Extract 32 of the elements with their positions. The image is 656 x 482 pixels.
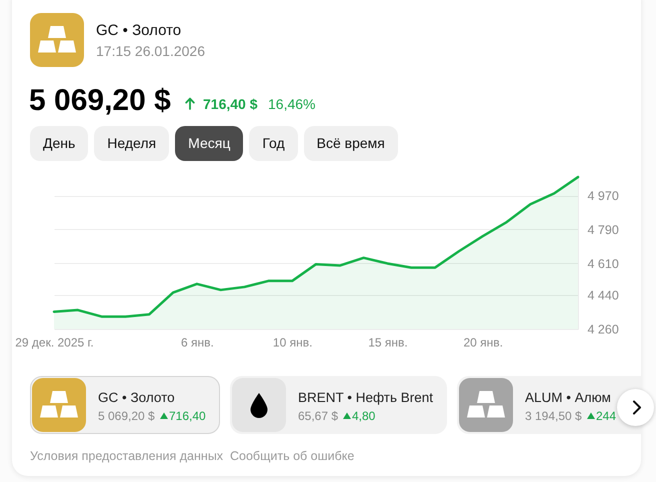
y-tick-label: 4 610 [588, 256, 619, 271]
text: 65,67 $ [298, 409, 338, 424]
period-button[interactable]: Всё время [304, 126, 398, 161]
x-tick-label: 10 янв. [272, 336, 312, 350]
period-button[interactable]: День [30, 126, 88, 161]
text: 3 194,50 $ [525, 409, 582, 424]
x-tick-label: 29 дек. 2025 г. [15, 336, 94, 350]
chart-title: GC • Золото [96, 22, 182, 40]
y-tick-label: 4 790 [588, 222, 619, 237]
text: ALUM • Алюм [525, 390, 611, 406]
text: 716,40 [169, 409, 206, 424]
period-button[interactable]: Месяц [175, 126, 244, 161]
x-tick-label: 15 янв. [368, 336, 408, 350]
chart-subtitle: 17:15 26.01.2026 [96, 42, 205, 60]
next-button[interactable] [617, 389, 654, 426]
text: Сообщить об ошибке [230, 449, 354, 464]
text: Условия предоставления данных [30, 449, 224, 464]
text: GC • Золото [98, 390, 175, 406]
x-tick-label: 20 янв. [463, 336, 503, 350]
y-tick-label: 4 260 [588, 322, 619, 336]
text: 5 069,20 $ [29, 84, 171, 118]
text: 716,40 $ [203, 96, 258, 112]
text: 5 069,20 $ [98, 409, 155, 424]
text: 244 [596, 409, 616, 424]
text: 16,46% [268, 96, 316, 112]
period-button[interactable]: Неделя [94, 126, 170, 161]
y-tick-label: 4 440 [588, 288, 619, 303]
text: BRENT • Нефть Brent [298, 390, 434, 406]
y-tick-label: 4 970 [588, 189, 619, 204]
period-button[interactable]: Год [249, 126, 298, 161]
x-tick-label: 6 янв. [180, 336, 214, 350]
text: 4,80 [352, 409, 376, 424]
